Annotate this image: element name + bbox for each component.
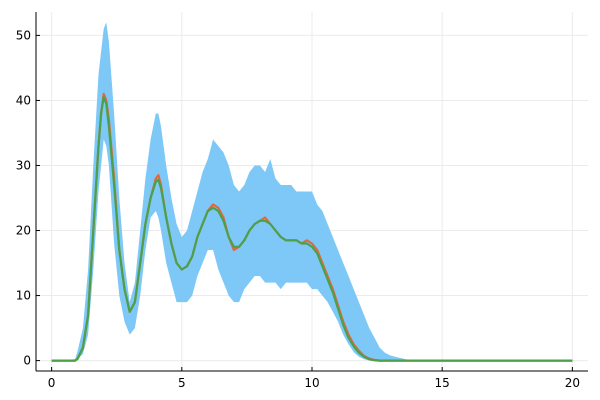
x-tick-label: 0 xyxy=(48,376,56,390)
y-tick-label: 40 xyxy=(16,93,31,107)
y-tick-label: 50 xyxy=(16,28,31,42)
series-layer xyxy=(51,92,573,362)
confidence-band xyxy=(51,22,573,361)
x-tick-label: 15 xyxy=(435,376,450,390)
x-tick-label: 20 xyxy=(565,376,580,390)
band-layer xyxy=(51,22,573,361)
y-tick-label: 30 xyxy=(16,158,31,172)
axes xyxy=(35,12,588,372)
tick-labels: 0 5 10 15 20 0 10 20 30 40 50 xyxy=(16,28,580,390)
y-tick-label: 0 xyxy=(23,354,31,368)
y-tick-label: 20 xyxy=(16,224,31,238)
x-tick-label: 10 xyxy=(304,376,319,390)
x-tick-label: 5 xyxy=(178,376,186,390)
series-line-smooth xyxy=(51,96,573,362)
y-tick-label: 10 xyxy=(16,289,31,303)
